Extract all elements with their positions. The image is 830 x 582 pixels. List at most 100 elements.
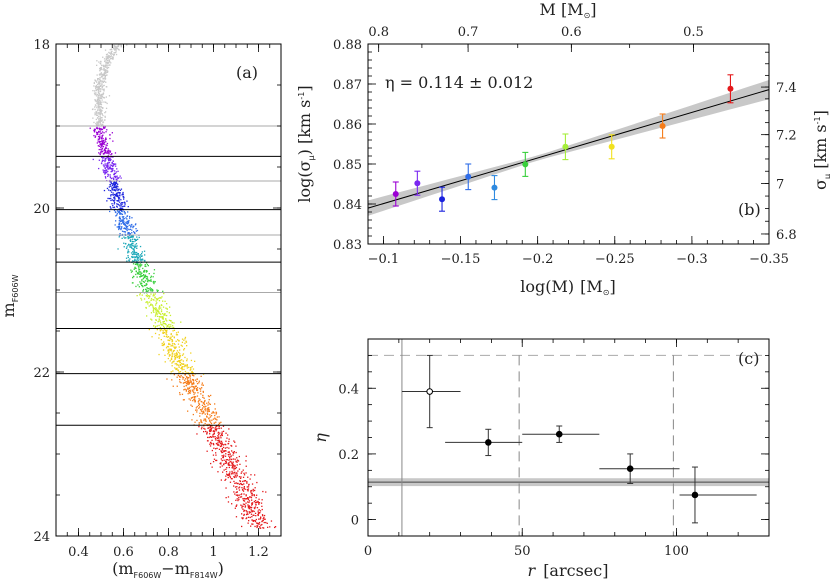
- star-point: [180, 321, 182, 323]
- star-point: [258, 503, 260, 505]
- star-point: [127, 237, 129, 240]
- star-point: [106, 57, 108, 59]
- star-point: [107, 151, 110, 153]
- star-point: [93, 121, 95, 124]
- star-point: [167, 346, 170, 348]
- top-tick-label: 0.8: [368, 25, 389, 40]
- star-point: [106, 53, 109, 55]
- star-point: [118, 191, 120, 194]
- star-point: [187, 388, 189, 390]
- star-point: [131, 282, 134, 284]
- star-point: [250, 474, 252, 476]
- star-point: [257, 514, 259, 517]
- y-tick-label: 20: [33, 202, 50, 217]
- star-point: [233, 476, 235, 478]
- star-point: [127, 236, 129, 238]
- star-point: [156, 309, 159, 311]
- star-point: [252, 520, 254, 522]
- star-point: [235, 476, 237, 478]
- star-point: [118, 201, 121, 203]
- star-point: [228, 474, 230, 476]
- star-point: [212, 433, 214, 436]
- star-point: [173, 346, 175, 348]
- star-point: [208, 417, 210, 419]
- star-point: [100, 94, 102, 96]
- star-point: [117, 200, 119, 202]
- star-point: [186, 378, 189, 380]
- star-point: [227, 451, 229, 453]
- star-point: [109, 166, 111, 168]
- star-point: [191, 371, 193, 373]
- star-point: [252, 523, 254, 525]
- star-point: [212, 435, 214, 437]
- star-point: [107, 57, 109, 59]
- star-point: [202, 390, 204, 393]
- star-point: [220, 440, 223, 442]
- star-point: [101, 120, 103, 122]
- star-point: [261, 499, 263, 501]
- star-point: [208, 410, 210, 412]
- star-point: [192, 391, 195, 393]
- star-point: [160, 309, 163, 311]
- star-point: [96, 81, 98, 83]
- star-point: [227, 476, 229, 479]
- star-point: [209, 443, 211, 445]
- star-point: [163, 314, 165, 316]
- star-point: [159, 305, 161, 307]
- star-point: [227, 501, 230, 503]
- star-point: [110, 197, 112, 200]
- star-point: [110, 58, 112, 60]
- star-point: [170, 371, 172, 373]
- star-point: [160, 339, 162, 341]
- star-point: [221, 431, 223, 433]
- star-point: [204, 428, 206, 430]
- star-point: [159, 316, 161, 318]
- star-point: [199, 387, 201, 390]
- star-point: [125, 221, 127, 223]
- star-point: [169, 354, 171, 356]
- star-point: [110, 48, 112, 51]
- star-point: [146, 287, 148, 289]
- star-point: [195, 407, 197, 409]
- magnitude-bin-lines: [56, 125, 281, 426]
- star-point: [176, 356, 179, 359]
- panel-label-a: (a): [236, 63, 258, 82]
- star-point: [188, 366, 190, 369]
- star-point: [243, 514, 245, 516]
- star-point: [104, 173, 106, 175]
- star-point: [250, 509, 252, 511]
- star-point: [150, 275, 152, 277]
- star-point: [201, 426, 203, 428]
- star-point: [222, 456, 224, 459]
- star-point: [258, 512, 260, 514]
- star-point: [234, 486, 237, 488]
- star-point: [243, 497, 245, 500]
- star-point: [114, 197, 116, 199]
- star-point: [111, 168, 113, 170]
- star-point: [192, 381, 195, 383]
- star-point: [153, 272, 155, 275]
- star-point: [101, 88, 103, 90]
- star-point: [100, 127, 102, 130]
- star-point: [173, 360, 175, 362]
- star-point: [205, 419, 207, 421]
- star-point: [138, 254, 140, 256]
- star-point: [106, 71, 109, 73]
- star-point: [132, 226, 134, 229]
- star-point: [99, 94, 101, 97]
- star-point: [120, 219, 122, 221]
- star-point: [190, 380, 192, 382]
- star-point: [97, 98, 99, 100]
- star-point: [97, 81, 100, 83]
- star-point: [162, 349, 165, 351]
- star-point: [239, 463, 241, 465]
- star-point: [115, 211, 117, 214]
- star-point: [129, 217, 131, 219]
- star-point: [106, 156, 108, 158]
- star-point: [202, 394, 204, 397]
- star-point: [126, 218, 128, 220]
- star-point: [241, 484, 244, 486]
- star-point: [142, 275, 144, 277]
- star-point: [115, 46, 117, 48]
- star-point: [125, 247, 128, 249]
